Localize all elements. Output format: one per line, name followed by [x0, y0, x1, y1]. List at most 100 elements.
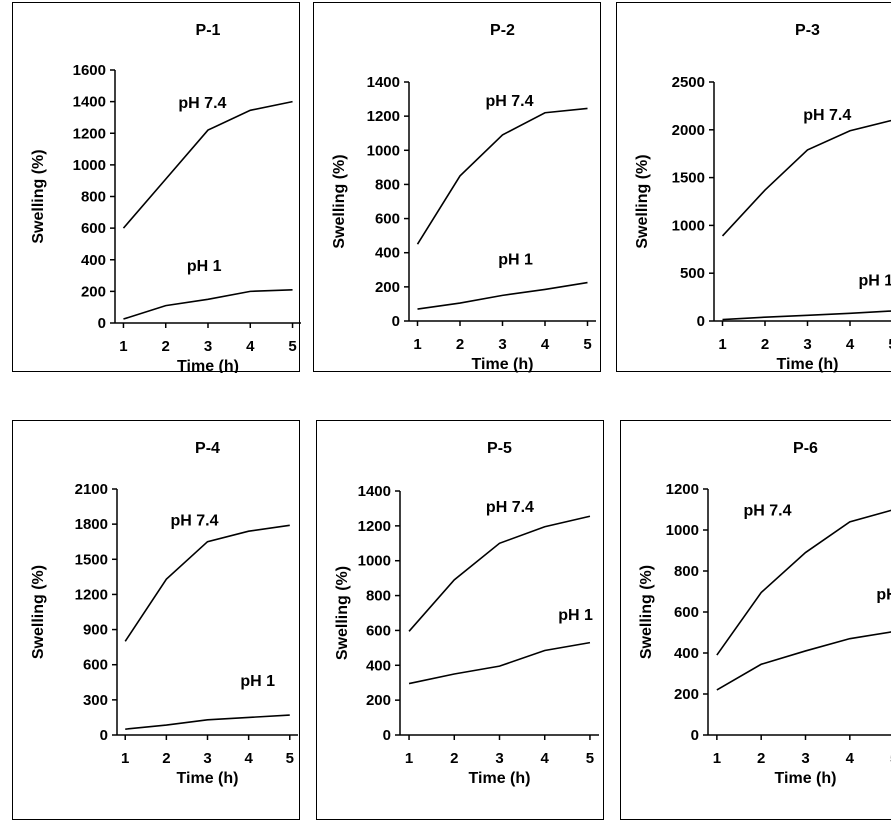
- series-line-ph74: [418, 108, 588, 244]
- y-tick-label: 1000: [367, 142, 400, 159]
- x-tick-label: 4: [846, 750, 855, 767]
- series-line-ph74: [125, 525, 290, 641]
- chart-title: P-1: [196, 22, 221, 39]
- series-label-ph74: pH 7.4: [170, 512, 218, 529]
- y-tick-label: 1400: [358, 483, 391, 500]
- series-line-ph1: [123, 290, 292, 319]
- y-tick-label: 1000: [358, 553, 391, 570]
- y-axis-label: Swelling (%): [638, 565, 655, 659]
- x-tick-label: 1: [413, 336, 421, 353]
- y-tick-label: 600: [674, 604, 699, 621]
- y-tick-label: 1800: [75, 516, 108, 533]
- y-axis-label: Swelling (%): [30, 565, 47, 659]
- y-tick-label: 0: [100, 727, 108, 744]
- x-axis-label: Time (h): [775, 770, 837, 787]
- y-axis-label: Swelling (%): [30, 149, 47, 243]
- y-tick-label: 400: [366, 657, 391, 674]
- y-axis-label: Swelling (%): [634, 154, 651, 248]
- y-tick-label: 800: [81, 189, 106, 206]
- x-tick-label: 3: [498, 336, 506, 353]
- series-label-ph74: pH 7.4: [178, 95, 226, 112]
- y-tick-label: 2500: [672, 74, 705, 91]
- y-tick-label: 1200: [73, 125, 106, 142]
- series-label-ph74: pH 7.4: [486, 499, 534, 516]
- x-tick-label: 1: [119, 338, 127, 355]
- y-tick-label: 200: [674, 686, 699, 703]
- x-axis-label: Time (h): [469, 770, 531, 787]
- y-tick-label: 1600: [73, 62, 106, 79]
- y-tick-label: 1500: [672, 170, 705, 187]
- y-tick-label: 800: [366, 588, 391, 605]
- x-tick-label: 2: [162, 338, 170, 355]
- y-tick-label: 800: [375, 176, 400, 193]
- panel-p6: P-602004006008001000120012345Time (h)Swe…: [620, 420, 891, 820]
- y-tick-label: 2100: [75, 481, 108, 498]
- y-tick-label: 0: [383, 727, 391, 744]
- y-tick-label: 0: [98, 315, 106, 332]
- y-tick-label: 300: [83, 692, 108, 709]
- x-tick-label: 1: [405, 750, 413, 767]
- x-tick-label: 3: [204, 338, 212, 355]
- y-tick-label: 0: [392, 313, 400, 330]
- y-tick-label: 600: [81, 220, 106, 237]
- x-tick-label: 1: [121, 750, 129, 767]
- y-tick-label: 200: [366, 692, 391, 709]
- y-tick-label: 600: [375, 211, 400, 228]
- series-line-ph1: [723, 311, 891, 320]
- y-tick-label: 1000: [73, 157, 106, 174]
- series-line-ph1: [418, 283, 588, 309]
- x-tick-label: 3: [203, 750, 211, 767]
- y-tick-label: 600: [366, 622, 391, 639]
- chart-title: P-6: [793, 440, 818, 457]
- y-axis-label: Swelling (%): [331, 154, 348, 248]
- x-tick-label: 2: [761, 336, 769, 353]
- x-tick-label: 4: [246, 338, 255, 355]
- x-tick-label: 4: [244, 750, 253, 767]
- x-axis-label: Time (h): [777, 356, 839, 373]
- y-tick-label: 0: [697, 313, 705, 330]
- y-tick-label: 500: [680, 265, 705, 282]
- y-tick-label: 1400: [367, 74, 400, 91]
- y-tick-label: 200: [375, 279, 400, 296]
- x-tick-label: 5: [583, 336, 591, 353]
- y-tick-label: 200: [81, 283, 106, 300]
- y-tick-label: 400: [81, 252, 106, 269]
- y-tick-label: 1000: [666, 522, 699, 539]
- series-line-ph74: [723, 120, 891, 236]
- x-tick-label: 4: [541, 336, 550, 353]
- y-tick-label: 1200: [666, 481, 699, 498]
- x-tick-label: 5: [286, 750, 294, 767]
- series-line-ph1: [717, 631, 891, 689]
- y-tick-label: 800: [674, 563, 699, 580]
- y-axis-label: Swelling (%): [334, 566, 351, 660]
- chart-title: P-4: [195, 440, 220, 457]
- y-tick-label: 1200: [75, 586, 108, 603]
- chart-title: P-2: [490, 22, 515, 39]
- x-tick-label: 4: [846, 336, 855, 353]
- series-label-ph1: pH 1: [498, 252, 533, 269]
- x-tick-label: 2: [450, 750, 458, 767]
- x-tick-label: 1: [713, 750, 721, 767]
- x-tick-label: 1: [718, 336, 726, 353]
- x-tick-label: 3: [803, 336, 811, 353]
- y-tick-label: 400: [674, 645, 699, 662]
- y-tick-label: 600: [83, 657, 108, 674]
- y-tick-label: 1500: [75, 551, 108, 568]
- chart-title: P-3: [795, 22, 820, 39]
- y-tick-label: 900: [83, 622, 108, 639]
- y-tick-label: 0: [691, 727, 699, 744]
- series-line-ph74: [717, 510, 891, 656]
- x-tick-label: 2: [456, 336, 464, 353]
- x-tick-label: 5: [586, 750, 594, 767]
- chart-p3: P-30500100015002000250012345Time (h)Swel…: [617, 3, 891, 373]
- series-label-ph1: pH 1: [187, 258, 222, 275]
- series-line-ph1: [409, 643, 590, 684]
- y-tick-label: 2000: [672, 122, 705, 139]
- chart-p6: P-602004006008001000120012345Time (h)Swe…: [621, 421, 891, 821]
